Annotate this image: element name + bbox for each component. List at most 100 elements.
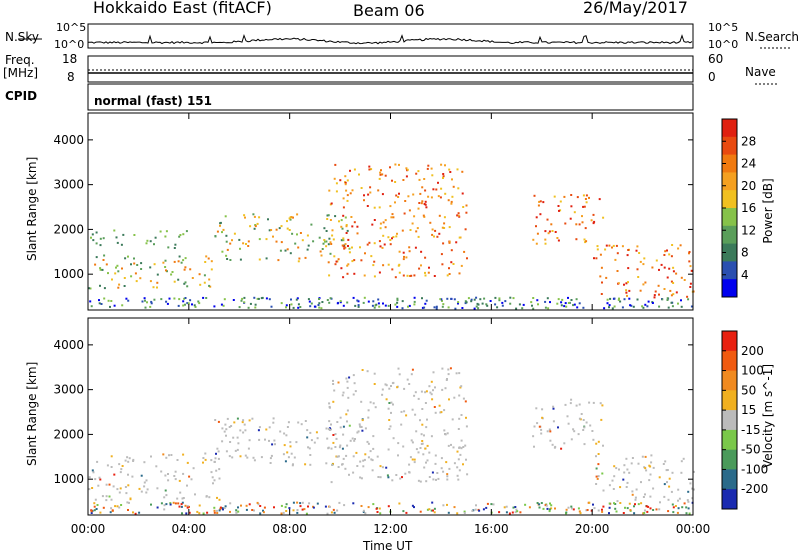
velocity-echo-cell xyxy=(447,511,450,514)
power-echo-cell xyxy=(687,298,690,301)
power-echo-cell xyxy=(242,242,245,245)
velocity-echo-cell xyxy=(229,510,231,513)
power-echo-cell xyxy=(655,259,658,262)
power-echo-cell xyxy=(289,218,292,221)
velocity-echo-cell xyxy=(692,470,695,473)
colorbar-tick-label: 50 xyxy=(741,383,756,397)
power-echo-cell xyxy=(387,263,390,266)
velocity-echo-cell xyxy=(550,507,553,510)
power-echo-cell xyxy=(667,306,670,309)
velocity-echo-cell xyxy=(229,502,232,505)
velocity-echo-cell xyxy=(685,506,688,509)
cpid-label: CPID xyxy=(5,89,38,103)
power-echo-cell xyxy=(557,239,560,242)
power-echo-cell xyxy=(353,272,356,275)
power-echo-cell xyxy=(405,167,408,170)
x-tick-label: 16:00 xyxy=(474,522,509,536)
velocity-echo-cell xyxy=(239,455,242,458)
power-echo-cell xyxy=(548,230,551,233)
velocity-echo-cell xyxy=(492,503,495,506)
velocity-echo-cell xyxy=(460,439,463,442)
velocity-echo-cell xyxy=(428,451,431,454)
velocity-echo-cell xyxy=(452,446,455,449)
colorbar-segment xyxy=(722,119,737,138)
velocity-echo-cell xyxy=(425,426,428,429)
power-echo-cell xyxy=(174,243,177,246)
velocity-echo-cell xyxy=(216,447,219,450)
velocity-echo-cell xyxy=(482,508,485,511)
power-echo-cell xyxy=(432,188,435,191)
colorbar-segment xyxy=(722,331,737,352)
power-echo-cell xyxy=(533,194,536,197)
power-echo-cell xyxy=(402,179,405,181)
velocity-echo-cell xyxy=(588,501,591,504)
velocity-echo-cell xyxy=(596,477,599,480)
power-echo-cell xyxy=(321,248,324,250)
velocity-echo-cell xyxy=(446,475,449,478)
velocity-echo-cell xyxy=(643,512,646,514)
power-echo-cell xyxy=(340,225,343,228)
freq-tick-bottom: 8 xyxy=(67,70,75,84)
power-echo-cell xyxy=(636,245,639,248)
power-echo-cell xyxy=(185,230,188,233)
velocity-echo-cell xyxy=(283,444,286,447)
power-echo-cell xyxy=(103,254,106,257)
velocity-echo-cell xyxy=(644,455,647,458)
power-echo-cell xyxy=(602,216,605,219)
power-echo-cell xyxy=(381,193,384,196)
velocity-echo-cell xyxy=(642,496,645,498)
velocity-echo-cell xyxy=(456,474,459,477)
power-echo-cell xyxy=(666,299,669,301)
power-echo-cell xyxy=(440,187,443,190)
velocity-echo-cell xyxy=(272,421,275,424)
colorbar-tick-label: 24 xyxy=(741,157,756,171)
power-echo-cell xyxy=(110,300,113,302)
velocity-echo-cell xyxy=(359,425,362,428)
velocity-echo-cell xyxy=(397,367,400,370)
velocity-echo-cell xyxy=(405,414,408,417)
power-echo-cell xyxy=(669,289,672,292)
power-echo-cell xyxy=(366,243,369,246)
power-echo-cell xyxy=(164,259,167,262)
velocity-echo-cell xyxy=(387,407,390,410)
velocity-echo-cell xyxy=(637,503,640,506)
power-echo-cell xyxy=(334,163,337,166)
velocity-echo-cell xyxy=(91,487,94,489)
velocity-echo-cell xyxy=(273,439,276,442)
power-echo-cell xyxy=(403,255,405,258)
velocity-echo-cell xyxy=(114,505,117,508)
velocity-echo-cell xyxy=(385,384,388,387)
power-echo-cell xyxy=(340,267,343,270)
power-echo-cell xyxy=(159,230,162,233)
power-echo-cell xyxy=(414,246,417,249)
velocity-echo-cell xyxy=(336,421,339,423)
velocity-echo-cell xyxy=(578,510,581,513)
velocity-echo-cell xyxy=(185,512,188,515)
velocity-echo-cell xyxy=(456,512,459,515)
power-echo-cell xyxy=(92,239,95,242)
power-echo-cell xyxy=(204,261,207,263)
power-echo-cell xyxy=(168,297,171,300)
power-echo-cell xyxy=(312,240,315,243)
power-echo-cell xyxy=(458,236,461,239)
power-echo-cell xyxy=(116,241,119,244)
velocity-echo-cell xyxy=(601,508,603,511)
velocity-echo-cell xyxy=(96,460,99,463)
power-echo-cell xyxy=(308,300,311,303)
velocity-echo-cell xyxy=(221,427,224,430)
velocity-echo-cell xyxy=(353,439,356,442)
power-echo-cell xyxy=(353,259,356,262)
velocity-echo-cell xyxy=(588,401,591,404)
power-echo-cell xyxy=(559,200,562,203)
velocity-echo-cell xyxy=(224,505,227,508)
power-echo-cell xyxy=(363,194,365,197)
velocity-echo-cell xyxy=(180,503,183,506)
velocity-echo-cell xyxy=(367,409,370,412)
velocity-echo-cell xyxy=(328,429,331,431)
power-echo-cell xyxy=(430,167,433,170)
power-echo-cell xyxy=(194,306,197,308)
power-echo-cell xyxy=(431,228,434,231)
velocity-echo-cell xyxy=(342,457,345,460)
velocity-echo-cell xyxy=(601,404,604,407)
velocity-echo-cell xyxy=(419,419,421,422)
